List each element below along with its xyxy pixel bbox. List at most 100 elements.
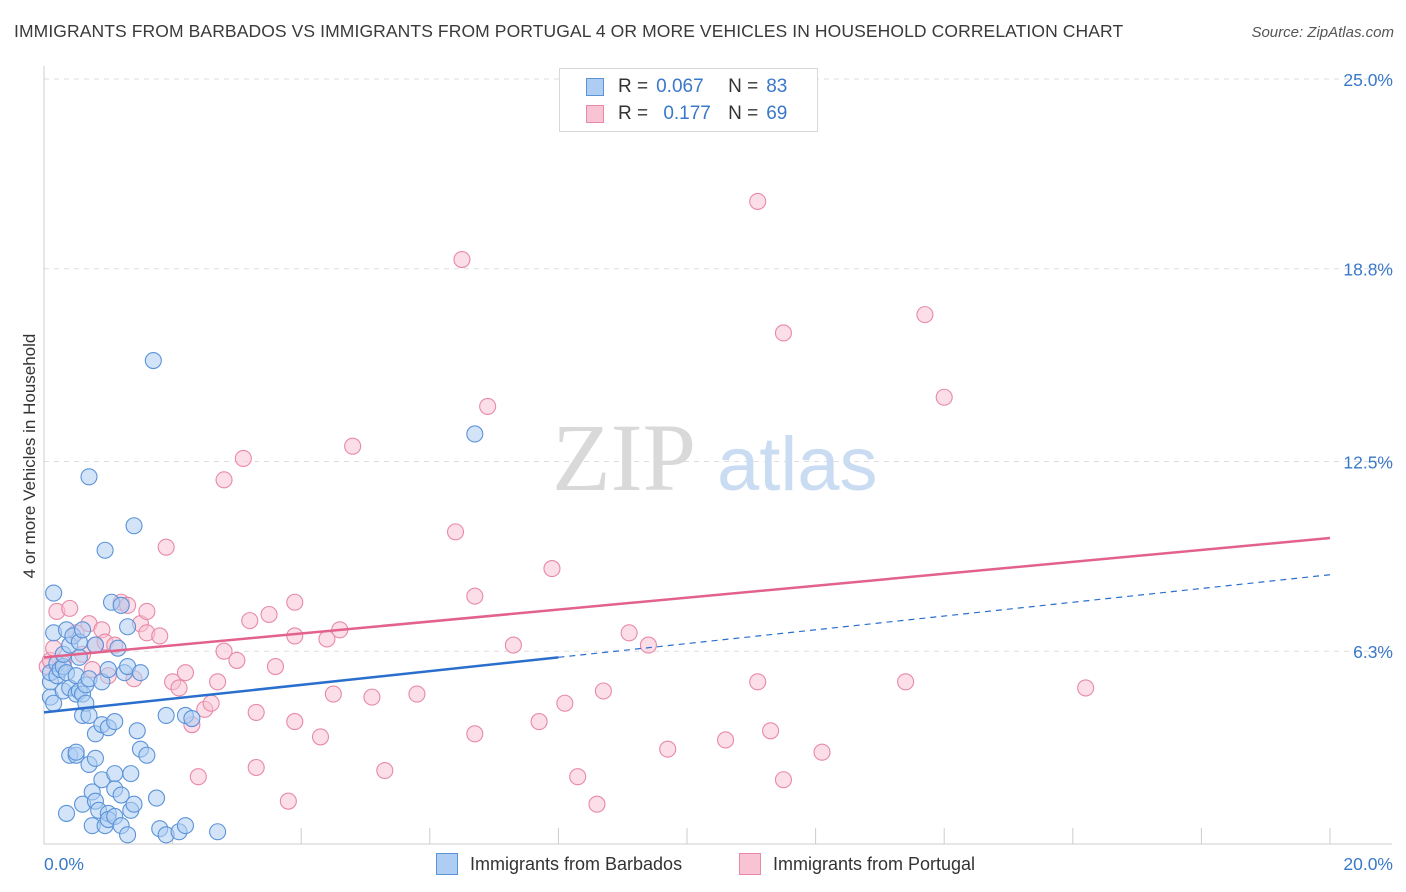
barbados-point	[96, 541, 114, 559]
portugal-point	[479, 397, 497, 415]
portugal-point	[215, 471, 233, 489]
portugal-point	[215, 642, 233, 660]
portugal-point	[408, 685, 426, 703]
barbados-point	[106, 713, 124, 731]
portugal-point	[170, 679, 188, 697]
portugal-point	[311, 728, 330, 746]
portugal-point	[639, 636, 657, 654]
barbados-point	[128, 722, 146, 740]
portugal-point	[569, 768, 587, 786]
portugal-point	[363, 688, 381, 706]
barbados-trend-extension	[558, 574, 1331, 658]
barbados-trend-line	[43, 656, 559, 714]
portugal-point	[594, 682, 612, 700]
portugal-point	[324, 685, 342, 703]
barbados-point	[99, 661, 117, 679]
legend-item-portugal[interactable]: Immigrants from Portugal	[739, 852, 975, 876]
portugal-point	[446, 523, 465, 541]
x-tick-label: 20.0%	[1343, 854, 1393, 874]
portugal-point	[247, 703, 265, 721]
portugal-point	[209, 673, 227, 691]
barbados-swatch	[586, 78, 604, 96]
portugal-point	[228, 651, 246, 669]
legend-barbados-swatch	[436, 853, 458, 875]
barbados-point	[209, 823, 227, 841]
legend-portugal-swatch	[739, 853, 761, 875]
y-tick-label: 25.0%	[1343, 70, 1393, 90]
y-tick-label: 6.3%	[1353, 642, 1393, 662]
barbados-point	[106, 765, 124, 783]
barbados-point	[125, 517, 143, 535]
barbados-point	[119, 826, 137, 844]
portugal-point	[1077, 679, 1095, 697]
barbados-point	[466, 425, 484, 443]
legend-barbados-label: Immigrants from Barbados	[470, 853, 683, 874]
portugal-point	[266, 657, 285, 676]
axes	[43, 66, 1392, 845]
barbados-point	[67, 743, 85, 761]
barbados-point	[157, 706, 175, 725]
portugal-point	[176, 664, 195, 682]
x-tick-label: 0.0%	[44, 854, 84, 874]
portugal-point	[61, 599, 79, 617]
portugal-point	[749, 192, 767, 210]
portugal-point	[774, 324, 793, 342]
watermark: ZIP atlas	[552, 404, 878, 511]
portugal-point	[466, 725, 484, 743]
portugal-r-value: 0.177	[663, 103, 711, 124]
barbados-point	[57, 804, 76, 822]
portugal-trend-line	[43, 536, 1331, 659]
portugal-point	[813, 743, 831, 761]
barbados-point	[70, 648, 88, 666]
grid-lines	[44, 78, 1392, 652]
y-axis-label: 4 or more Vehicles in Household	[20, 333, 39, 579]
stats-row-barbados: R = 0.067 N = 83	[586, 75, 828, 99]
portugal-swatch	[586, 105, 604, 123]
scatter-points	[38, 192, 1095, 844]
barbados-point	[74, 621, 92, 639]
portugal-point	[774, 771, 793, 789]
portugal-point	[286, 713, 304, 731]
portugal-point	[376, 762, 394, 780]
barbados-point	[138, 746, 156, 764]
portugal-point	[543, 560, 561, 578]
barbados-point	[112, 596, 130, 614]
portugal-point	[916, 306, 934, 324]
portugal-point	[234, 449, 252, 467]
portugal-point	[157, 538, 175, 556]
portugal-point	[717, 731, 735, 749]
portugal-point	[935, 388, 953, 406]
portugal-point	[466, 587, 484, 605]
portugal-point	[138, 602, 156, 620]
watermark-zip: ZIP	[552, 404, 696, 511]
portugal-point	[241, 612, 259, 630]
portugal-point	[620, 624, 638, 642]
portugal-point	[897, 673, 915, 691]
barbados-point	[183, 709, 201, 728]
barbados-point	[176, 817, 195, 835]
portugal-point	[659, 740, 677, 758]
trend-lines	[43, 536, 1331, 714]
portugal-point	[588, 795, 606, 813]
stats-legend: R = 0.067 N = 83 R = 0.177 N = 69	[559, 68, 818, 132]
portugal-point	[279, 792, 297, 810]
portugal-point	[762, 722, 780, 740]
stats-row-portugal: R = 0.177 N = 69	[586, 102, 828, 126]
barbados-point	[122, 765, 140, 783]
portugal-point	[286, 593, 304, 611]
portugal-point	[504, 636, 522, 654]
portugal-r-label: R =	[618, 103, 649, 124]
legend-item-barbados[interactable]: Immigrants from Barbados	[436, 852, 682, 876]
barbados-point	[109, 639, 127, 657]
portugal-point	[202, 694, 220, 712]
tick-labels: 6.3% 12.5% 18.8% 25.0% 0.0% 20.0%	[44, 70, 1393, 874]
barbados-r-value: 0.067	[656, 76, 704, 97]
barbados-r-label: R =	[618, 76, 649, 97]
barbados-point	[112, 786, 130, 804]
portugal-point	[260, 605, 278, 624]
portugal-point	[247, 758, 265, 777]
barbados-point	[144, 351, 162, 370]
portugal-point	[749, 673, 767, 691]
portugal-point	[530, 713, 548, 731]
